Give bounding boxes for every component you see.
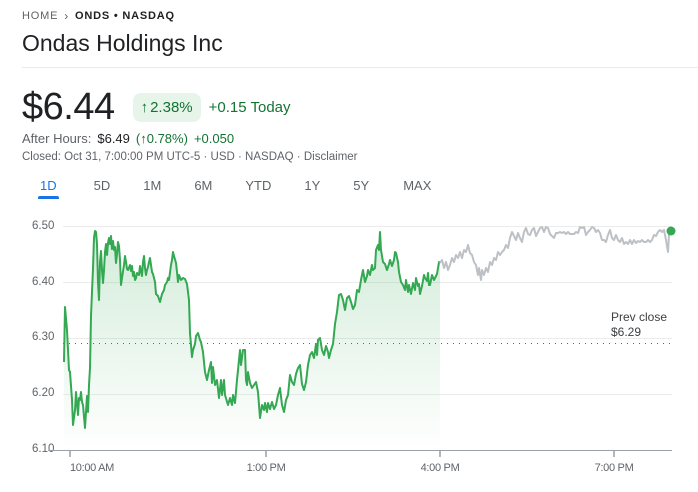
tab-1y[interactable]: 1Y: [304, 178, 321, 193]
change-today: +0.15 Today: [208, 99, 291, 116]
last-price-dot: [666, 226, 676, 236]
x-tick-label: 1:00 PM: [246, 462, 286, 474]
tab-1m[interactable]: 1M: [143, 178, 162, 193]
price-row: $6.44 ↑ 2.38% +0.15 Today: [22, 86, 291, 129]
after-hours-change-percent: (↑0.78%): [135, 131, 188, 146]
tab-6m[interactable]: 6M: [194, 178, 213, 193]
y-tick-label: 6.10: [32, 443, 55, 455]
y-tick-label: 6.30: [32, 331, 55, 343]
current-price: $6.44: [22, 86, 115, 128]
range-tabs: 1D 5D 1M 6M YTD 1Y 5Y MAX: [22, 178, 431, 199]
tab-1d[interactable]: 1D: [38, 178, 59, 199]
y-tick-label: 6.40: [32, 276, 55, 288]
y-tick-label: 6.20: [32, 387, 55, 399]
price-area-fill: [64, 231, 440, 450]
after-hours-price: $6.49: [97, 131, 130, 146]
arrow-up-icon: ↑: [140, 99, 149, 116]
change-percent-badge: ↑ 2.38%: [132, 93, 201, 122]
page-title: Ondas Holdings Inc: [22, 30, 223, 56]
after-hours-change-value: +0.050: [193, 131, 235, 146]
breadcrumb-home-link[interactable]: HOME: [22, 10, 59, 22]
x-tick-label: 7:00 PM: [594, 462, 634, 474]
price-line-after-hours: [439, 226, 672, 281]
after-hours-label: After Hours:: [22, 131, 92, 146]
tab-ytd[interactable]: YTD: [245, 178, 272, 193]
change-percent: 2.38%: [150, 99, 193, 116]
after-hours-row: After Hours: $6.49 (↑0.78%) +0.050: [22, 131, 234, 146]
tab-max[interactable]: MAX: [403, 178, 432, 193]
x-tick-label: 10:00 AM: [69, 462, 115, 474]
x-tick-label: 4:00 PM: [420, 462, 460, 474]
breadcrumb-current: ONDS • NASDAQ: [75, 10, 175, 22]
price-line-regular: [63, 230, 441, 429]
prev-close-value: $6.29: [611, 325, 642, 339]
tab-5d[interactable]: 5D: [93, 178, 111, 193]
market-status: Closed: Oct 31, 7:00:00 PM UTC-5 · USD ·…: [22, 151, 358, 163]
tab-5y[interactable]: 5Y: [353, 178, 370, 193]
y-tick-label: 6.50: [32, 220, 55, 232]
prev-close-title: Prev close: [611, 310, 668, 324]
prev-close-label: Prev close $6.29: [611, 310, 667, 340]
divider: [22, 67, 698, 68]
breadcrumb: HOME › ONDS • NASDAQ: [22, 9, 175, 23]
chevron-right-icon: ›: [64, 9, 69, 23]
